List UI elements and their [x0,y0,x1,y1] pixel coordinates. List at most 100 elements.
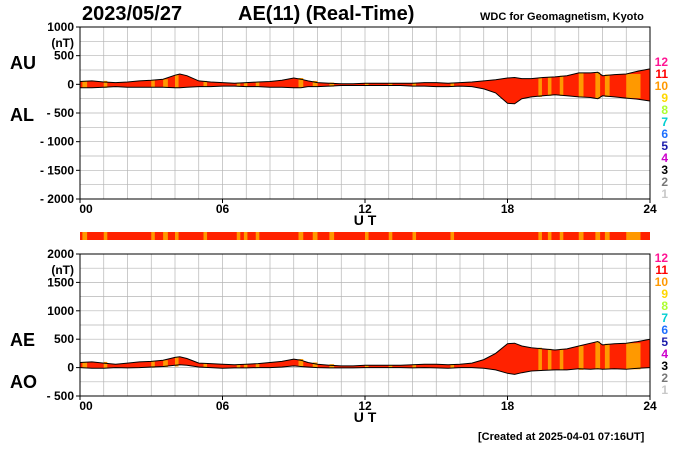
data-stripe [578,346,584,370]
y-unit-label: (nT) [51,263,74,277]
station-bar-segment [329,232,335,240]
data-stripe [626,343,641,370]
data-stripe [298,359,304,367]
data-stripe [547,76,552,96]
data-stripe [243,82,248,87]
y-tick-label: 1000 [47,20,74,34]
station-bar-segment [388,232,393,240]
data-stripe [412,83,417,87]
data-stripe [578,72,584,97]
station-legend-item: 4 [661,151,668,165]
data-stripe [243,364,248,368]
data-stripe [82,80,88,88]
station-bar-segment [243,232,248,240]
station-legend-item: 2 [661,175,668,189]
data-stripe [595,341,601,370]
side-label-upper: AU [10,53,36,73]
station-legend-item: 6 [661,323,668,337]
station-legend-item: 3 [661,163,668,177]
data-stripe [103,361,108,369]
station-legend-item: 11 [655,67,668,81]
data-stripe [595,72,601,99]
data-stripe [236,364,241,368]
station-bar-segment [559,232,564,240]
station-legend-item: 2 [661,371,668,385]
side-label-lower: AL [10,105,34,125]
data-stripe [312,362,318,368]
data-stripe [538,347,542,372]
data-stripe [103,80,108,88]
y-tick-label: 2000 [47,247,74,261]
y-tick-label: - 1500 [40,163,74,177]
station-bar-segment [538,232,542,240]
station-legend-item: 6 [661,127,668,141]
station-legend-item: 9 [661,91,668,105]
x-tick-label: 12 [358,202,372,216]
data-stripe [151,361,155,368]
side-label-lower: AO [10,372,37,392]
x-tick-label: 12 [358,399,372,413]
station-legend-item: 10 [655,275,669,289]
data-stripe [329,82,335,87]
data-stripe [151,80,155,88]
data-stripe [538,77,542,97]
data-stripe [450,364,455,369]
data-stripe [365,83,369,86]
x-tick-label: 24 [643,399,657,413]
y-tick-label: 0 [67,77,74,91]
upper-envelope-line [79,338,651,367]
x-tick-label: 00 [79,202,93,216]
lower-envelope-line [80,85,651,105]
station-bar-segment [175,232,179,240]
station-bar-segment [236,232,241,240]
station-bar-segment [547,232,552,240]
data-stripe [312,80,318,87]
station-count-bar [80,232,650,240]
station-bar-segment [298,232,304,240]
station-legend-item: 12 [655,55,669,69]
station-bar-segment [151,232,155,240]
station-bar-segment [450,232,455,240]
created-timestamp: [Created at 2025-04-01 07:16UT] [478,431,645,443]
x-tick-label: 18 [501,202,515,216]
y-tick-label: 1000 [47,304,74,318]
data-area-ae-ao [80,339,650,375]
station-legend-item: 11 [655,263,668,277]
station-legend-item: 1 [661,187,668,201]
station-bar-segment [255,232,260,240]
data-stripe [365,365,369,368]
y-tick-label: 500 [54,49,74,63]
station-bar-segment [578,232,584,240]
station-bar-segment [626,232,641,240]
station-legend-item: 12 [655,251,669,265]
station-bar-segment [103,232,108,240]
data-stripe [163,360,168,368]
station-bar-segment [203,232,208,240]
station-bar-segment [365,232,369,240]
data-stripe [547,348,552,371]
data-stripe [412,364,417,368]
station-legend-item: 8 [661,103,668,117]
station-bar-segment [595,232,601,240]
data-stripe [82,361,88,369]
station-bar-segment [604,232,610,240]
data-stripe [604,343,610,370]
organization-label: WDC for Geomagnetism, Kyoto [480,11,644,23]
data-stripe [329,364,335,368]
station-legend-item: 5 [661,335,668,349]
station-legend-item: 10 [655,79,669,93]
y-tick-label: - 500 [47,389,75,403]
y-unit-label: (nT) [51,36,74,50]
data-stripe [388,365,393,368]
x-tick-label: 06 [216,399,230,413]
x-axis-label: U T [354,409,377,425]
station-legend-item: 8 [661,299,668,313]
station-legend-item: 4 [661,347,668,361]
chart-panel-1: 1000 500 0 - 500 - 1000 - 1500 - 2000 (nT) 00 06 1… [10,20,668,228]
data-stripe [175,357,179,367]
station-bar-segment [82,232,88,240]
data-stripe [626,74,641,99]
data-stripe [388,83,393,86]
